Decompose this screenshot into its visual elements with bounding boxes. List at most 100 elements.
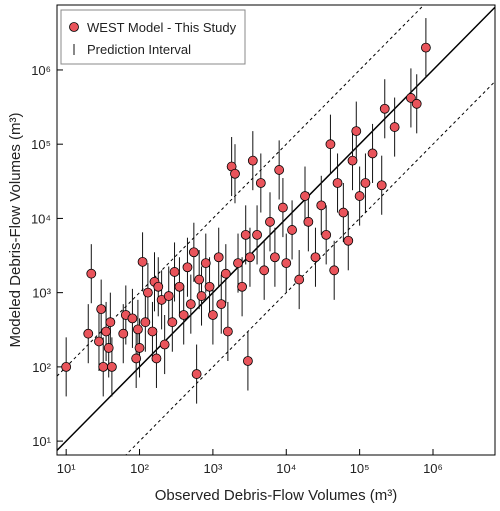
point bbox=[255, 178, 266, 188]
x-tick-label: 10² bbox=[130, 461, 149, 476]
legend-label: WEST Model - This Study bbox=[87, 20, 237, 35]
point bbox=[213, 252, 224, 263]
point bbox=[247, 155, 258, 166]
point bbox=[379, 103, 390, 114]
point bbox=[406, 93, 416, 103]
point bbox=[185, 299, 196, 310]
y-tick-label: 10³ bbox=[32, 286, 51, 301]
point bbox=[259, 265, 270, 276]
point bbox=[159, 339, 170, 350]
y-tick-label: 10⁶ bbox=[31, 63, 51, 78]
point bbox=[188, 247, 199, 258]
x-tick-label: 10⁵ bbox=[350, 461, 370, 476]
point bbox=[354, 191, 365, 201]
point bbox=[153, 281, 164, 292]
y-tick-label: 10¹ bbox=[32, 434, 51, 449]
point bbox=[174, 281, 185, 292]
point bbox=[237, 281, 247, 292]
point bbox=[321, 229, 332, 240]
point bbox=[61, 361, 72, 372]
legend-marker bbox=[69, 22, 79, 32]
reference-line bbox=[57, 5, 425, 377]
point bbox=[281, 258, 292, 269]
point bbox=[222, 326, 233, 337]
point bbox=[303, 216, 314, 227]
point bbox=[351, 126, 362, 137]
point bbox=[132, 324, 143, 335]
point bbox=[169, 267, 180, 277]
point bbox=[118, 328, 129, 339]
y-tick-label: 10² bbox=[32, 360, 51, 375]
y-axis-label: Modeled Debris-Flow Volumes (m³) bbox=[7, 112, 24, 347]
y-tick-label: 10⁵ bbox=[31, 137, 51, 152]
point bbox=[86, 268, 97, 279]
point bbox=[252, 229, 262, 240]
point bbox=[194, 274, 205, 285]
point bbox=[240, 229, 251, 240]
point bbox=[316, 200, 327, 211]
point bbox=[347, 155, 358, 166]
point bbox=[278, 202, 288, 213]
point bbox=[151, 353, 162, 364]
point bbox=[332, 178, 343, 188]
plot-frame bbox=[56, 4, 496, 456]
point bbox=[338, 207, 349, 218]
point bbox=[245, 252, 255, 263]
point bbox=[106, 361, 117, 372]
point bbox=[233, 258, 243, 269]
point bbox=[196, 291, 207, 301]
point bbox=[134, 343, 145, 353]
point bbox=[204, 281, 215, 292]
point bbox=[367, 148, 378, 159]
point bbox=[167, 317, 178, 328]
legend-box bbox=[60, 9, 246, 65]
point bbox=[270, 252, 280, 263]
point bbox=[137, 256, 148, 267]
x-tick-label: 10³ bbox=[204, 461, 223, 476]
point bbox=[131, 353, 142, 364]
point bbox=[142, 287, 153, 298]
point bbox=[343, 235, 354, 246]
point bbox=[83, 328, 94, 339]
point bbox=[329, 265, 340, 276]
point bbox=[105, 317, 116, 328]
point bbox=[207, 310, 218, 320]
point bbox=[103, 343, 114, 353]
point bbox=[243, 356, 253, 366]
point bbox=[274, 165, 285, 175]
point bbox=[191, 369, 202, 379]
y-tick-label: 10⁴ bbox=[31, 211, 51, 226]
point bbox=[411, 98, 422, 109]
point bbox=[287, 225, 297, 235]
point bbox=[389, 122, 400, 132]
reference-line bbox=[125, 81, 495, 455]
x-tick-label: 10⁶ bbox=[423, 461, 443, 476]
point bbox=[127, 313, 138, 324]
point bbox=[94, 336, 104, 347]
x-tick-label: 10¹ bbox=[57, 461, 76, 476]
point bbox=[376, 180, 387, 191]
point bbox=[265, 216, 275, 227]
point bbox=[325, 139, 336, 150]
point bbox=[200, 258, 211, 269]
point bbox=[96, 304, 107, 315]
point bbox=[147, 326, 158, 337]
legend-label: Prediction Interval bbox=[87, 42, 191, 57]
point bbox=[216, 299, 227, 310]
x-tick-label: 10⁴ bbox=[276, 461, 296, 476]
x-axis-label: Observed Debris-Flow Volumes (m³) bbox=[155, 487, 398, 504]
point bbox=[300, 191, 310, 201]
reference-line bbox=[57, 6, 495, 451]
point bbox=[98, 361, 109, 372]
point bbox=[310, 252, 321, 263]
point bbox=[220, 268, 231, 279]
point bbox=[163, 291, 174, 301]
point bbox=[360, 178, 371, 188]
point bbox=[101, 326, 111, 337]
point bbox=[178, 310, 189, 320]
point bbox=[420, 42, 431, 53]
point bbox=[182, 262, 193, 273]
point bbox=[294, 274, 305, 285]
point bbox=[140, 317, 151, 328]
